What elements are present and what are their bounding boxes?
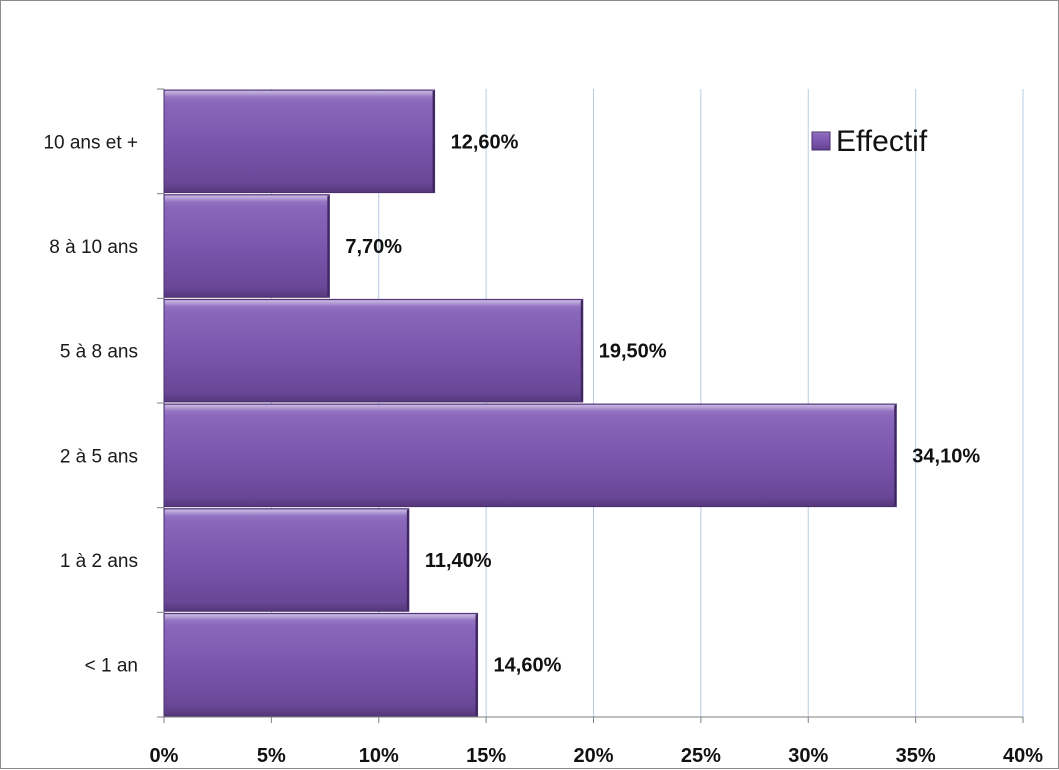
bar-group bbox=[163, 298, 584, 403]
bar-group bbox=[163, 612, 479, 717]
category-label: 8 à 10 ans bbox=[49, 237, 138, 258]
bar bbox=[163, 508, 410, 612]
legend: Effectif bbox=[811, 125, 928, 158]
bar bbox=[163, 403, 897, 508]
legend-swatch bbox=[811, 131, 831, 151]
category-label: 5 à 8 ans bbox=[60, 342, 138, 363]
data-label: 34,10% bbox=[912, 445, 980, 467]
category-label: 10 ans et + bbox=[43, 132, 138, 153]
x-tick-label: 10% bbox=[359, 745, 399, 767]
data-label: 7,70% bbox=[345, 236, 402, 258]
data-label: 19,50% bbox=[599, 341, 667, 363]
bar-highlight bbox=[165, 405, 896, 412]
x-tick-label: 5% bbox=[257, 745, 286, 767]
category-label: < 1 an bbox=[85, 656, 138, 677]
bar-group bbox=[163, 508, 410, 612]
x-tick-label: 40% bbox=[1003, 745, 1043, 767]
x-tick-label: 35% bbox=[896, 745, 936, 767]
bar-highlight bbox=[165, 509, 408, 516]
x-tick-label: 0% bbox=[150, 745, 179, 767]
data-label: 14,60% bbox=[494, 655, 562, 677]
data-label: 11,40% bbox=[425, 550, 492, 572]
bar-highlight bbox=[165, 195, 329, 202]
bar-highlight bbox=[165, 91, 434, 98]
bar bbox=[163, 298, 584, 403]
bar-highlight bbox=[165, 300, 582, 307]
bars bbox=[163, 89, 897, 717]
x-tick-label: 15% bbox=[466, 745, 506, 767]
x-tick-label: 30% bbox=[788, 745, 828, 767]
category-label: 2 à 5 ans bbox=[60, 446, 138, 467]
bar bbox=[163, 89, 436, 194]
bar bbox=[163, 612, 479, 717]
category-label: 1 à 2 ans bbox=[60, 551, 138, 572]
x-tick-label: 20% bbox=[573, 745, 613, 767]
data-label: 12,60% bbox=[451, 131, 519, 153]
labels: < 1 an 14,60% 1 à 2 ans 11,40% 2 à 5 ans 34,1… bbox=[43, 131, 980, 676]
x-tick-label: 25% bbox=[681, 745, 721, 767]
bar-group bbox=[163, 403, 897, 508]
gridlines bbox=[270, 89, 1024, 717]
legend-label: Effectif bbox=[836, 125, 928, 158]
bar-highlight bbox=[165, 614, 477, 621]
axes: 0% 5% 10% 15% 20% 25% 30% 35% 40% bbox=[150, 88, 1043, 767]
bar bbox=[163, 194, 330, 298]
bar-group bbox=[163, 89, 436, 194]
bar-group bbox=[163, 194, 330, 298]
